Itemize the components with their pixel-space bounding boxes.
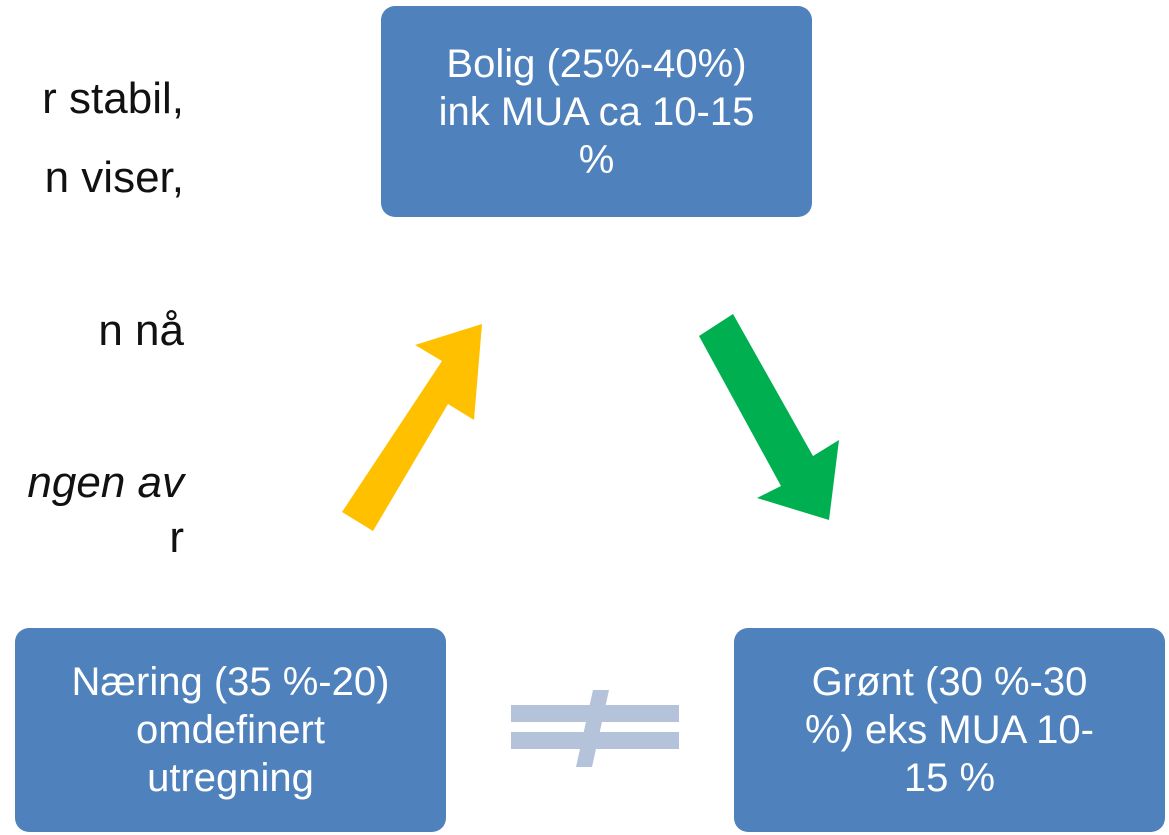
bolig-line-2: ink MUA ca 10-15 (438, 89, 755, 134)
gront-line-3: 15 % (903, 756, 996, 800)
left-text-line-1: r stabil, (42, 74, 184, 123)
not-equal-icon (511, 690, 679, 767)
naering-line-3: utregning (147, 756, 314, 800)
left-text-fragment: r stabil, n viser, n nå ngen av r (0, 0, 190, 600)
left-text-line-4: ngen av (27, 458, 184, 507)
bolig-line-3: % (578, 137, 615, 182)
bolig-line-1: Bolig (25%-40%) (446, 41, 747, 86)
arrow-down-right-icon (699, 314, 839, 520)
left-text-line-3: n nå (98, 306, 184, 355)
gront-box: Grønt (30 %-30 %) eks MUA 10- 15 % (734, 628, 1165, 832)
bolig-box: Bolig (25%-40%) ink MUA ca 10-15 % (381, 6, 812, 217)
naering-box: Næring (35 %-20) omdefinert utregning (15, 628, 446, 832)
left-text-line-5: r (169, 513, 184, 562)
left-text-line-2: n viser, (44, 153, 184, 202)
naering-line-2: omdefinert (136, 708, 325, 752)
gront-line-2: %) eks MUA 10- (805, 708, 1094, 752)
gront-line-1: Grønt (30 %-30 (811, 660, 1088, 704)
arrow-up-right-icon (342, 324, 482, 531)
naering-line-1: Næring (35 %-20) (71, 660, 390, 704)
